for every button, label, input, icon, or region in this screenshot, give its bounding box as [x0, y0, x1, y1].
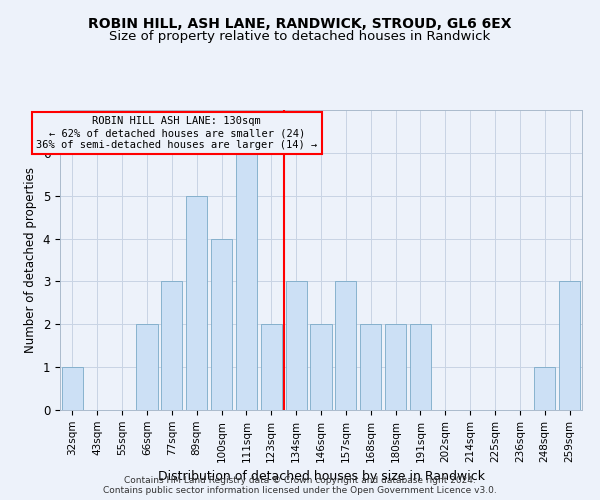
Bar: [335, 282, 356, 410]
Bar: [360, 324, 381, 410]
Text: ROBIN HILL ASH LANE: 130sqm
← 62% of detached houses are smaller (24)
36% of sem: ROBIN HILL ASH LANE: 130sqm ← 62% of det…: [36, 116, 317, 150]
X-axis label: Distribution of detached houses by size in Randwick: Distribution of detached houses by size …: [157, 470, 485, 483]
Bar: [261, 324, 282, 410]
Bar: [136, 324, 158, 410]
Bar: [62, 367, 83, 410]
Bar: [385, 324, 406, 410]
Text: ROBIN HILL, ASH LANE, RANDWICK, STROUD, GL6 6EX: ROBIN HILL, ASH LANE, RANDWICK, STROUD, …: [88, 18, 512, 32]
Text: Contains public sector information licensed under the Open Government Licence v3: Contains public sector information licen…: [103, 486, 497, 495]
Text: Size of property relative to detached houses in Randwick: Size of property relative to detached ho…: [109, 30, 491, 43]
Bar: [310, 324, 332, 410]
Bar: [211, 238, 232, 410]
Bar: [559, 282, 580, 410]
Y-axis label: Number of detached properties: Number of detached properties: [24, 167, 37, 353]
Bar: [236, 153, 257, 410]
Bar: [534, 367, 555, 410]
Bar: [286, 282, 307, 410]
Text: Contains HM Land Registry data © Crown copyright and database right 2024.: Contains HM Land Registry data © Crown c…: [124, 476, 476, 485]
Bar: [410, 324, 431, 410]
Bar: [186, 196, 207, 410]
Bar: [161, 282, 182, 410]
